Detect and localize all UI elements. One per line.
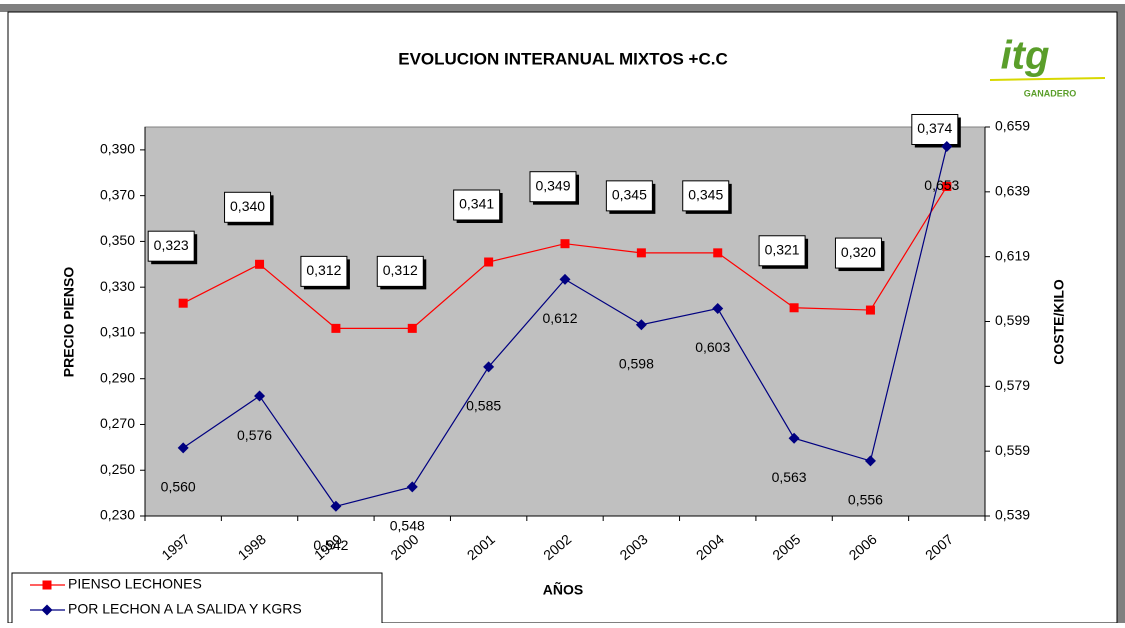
data-point	[407, 323, 417, 333]
y-tick-label: 0,230	[100, 507, 135, 523]
data-point	[255, 259, 265, 269]
data-point	[942, 181, 952, 191]
label-box	[682, 180, 730, 212]
data-label: 0,560	[161, 479, 196, 495]
label-box	[147, 230, 195, 262]
y2-tick-label: 0,659	[995, 118, 1030, 134]
data-point	[635, 319, 647, 331]
data-label: 0,345	[688, 187, 723, 203]
data-label: 0,312	[306, 262, 341, 278]
data-label: 0,321	[765, 241, 800, 257]
y-tick-label: 0,270	[100, 415, 135, 431]
data-point	[713, 248, 723, 258]
data-label: 0,323	[154, 237, 189, 253]
data-label: 0,542	[313, 537, 348, 553]
data-label: 0,653	[924, 177, 959, 193]
data-label: 0,598	[619, 355, 654, 371]
data-point	[331, 323, 341, 333]
label-box	[911, 113, 959, 145]
legend-label: POR LECHON A LA SALIDA Y KGRS	[68, 601, 302, 617]
data-label: 0,374	[917, 120, 952, 136]
data-label: 0,563	[772, 469, 807, 485]
data-point	[330, 500, 342, 512]
data-point	[406, 481, 418, 493]
data-label: 0,320	[841, 244, 876, 260]
data-label: 0,340	[230, 198, 265, 214]
data-point	[788, 432, 800, 444]
top-frame	[0, 4, 1125, 12]
y2-tick-label: 0,539	[995, 507, 1030, 523]
label-box	[605, 180, 653, 212]
data-label: 0,603	[695, 339, 730, 355]
data-label: 0,556	[848, 492, 883, 508]
y2-tick-label: 0,579	[995, 377, 1030, 393]
y-tick-label: 0,310	[100, 324, 135, 340]
y2-tick-label: 0,559	[995, 442, 1030, 458]
right-frame	[1117, 4, 1125, 623]
data-point	[178, 298, 188, 308]
logo-subtext: GANADERO	[1024, 88, 1077, 98]
data-label: 0,312	[383, 262, 418, 278]
y2-tick-label: 0,599	[995, 312, 1030, 328]
data-label: 0,345	[612, 187, 647, 203]
data-point	[712, 303, 724, 315]
label-box	[758, 235, 806, 267]
logo-text: itg	[1001, 34, 1050, 78]
data-point	[254, 390, 266, 402]
label-box	[529, 171, 577, 203]
data-label: 0,341	[459, 196, 494, 212]
y2-tick-label: 0,619	[995, 247, 1030, 263]
data-point	[559, 273, 571, 285]
data-point	[177, 442, 189, 454]
y-tick-label: 0,290	[100, 369, 135, 385]
data-label: 0,612	[542, 310, 577, 326]
label-box	[834, 237, 882, 269]
chart-title: EVOLUCION INTERANUAL MIXTOS +C.C	[398, 49, 727, 68]
label-box	[453, 189, 501, 221]
legend-label: PIENSO LECHONES	[68, 576, 202, 592]
logo-stroke	[989, 77, 1106, 81]
y-tick-label: 0,330	[100, 278, 135, 294]
data-point	[941, 140, 953, 152]
data-point	[865, 305, 875, 315]
data-point	[483, 361, 495, 373]
label-box	[224, 191, 272, 223]
data-label: 0,585	[466, 398, 501, 414]
data-point	[864, 455, 876, 467]
x-axis-label: AÑOS	[543, 581, 583, 598]
data-point	[560, 239, 570, 249]
y-tick-label: 0,350	[100, 232, 135, 248]
legend-marker	[41, 604, 53, 616]
y-axis-label: PRECIO PIENSO	[61, 267, 77, 378]
y-tick-label: 0,250	[100, 461, 135, 477]
y-tick-label: 0,390	[100, 141, 135, 157]
data-point	[789, 303, 799, 313]
y2-axis-label: COSTE/KILO	[1051, 279, 1067, 365]
label-box	[376, 255, 424, 287]
data-label: 0,349	[535, 177, 570, 193]
label-box	[300, 255, 348, 287]
y-tick-label: 0,370	[100, 186, 135, 202]
data-point	[484, 257, 494, 267]
legend-marker	[42, 580, 52, 590]
data-label: 0,548	[390, 518, 425, 534]
data-point	[636, 248, 646, 258]
data-label: 0,576	[237, 427, 272, 443]
y2-tick-label: 0,639	[995, 183, 1030, 199]
